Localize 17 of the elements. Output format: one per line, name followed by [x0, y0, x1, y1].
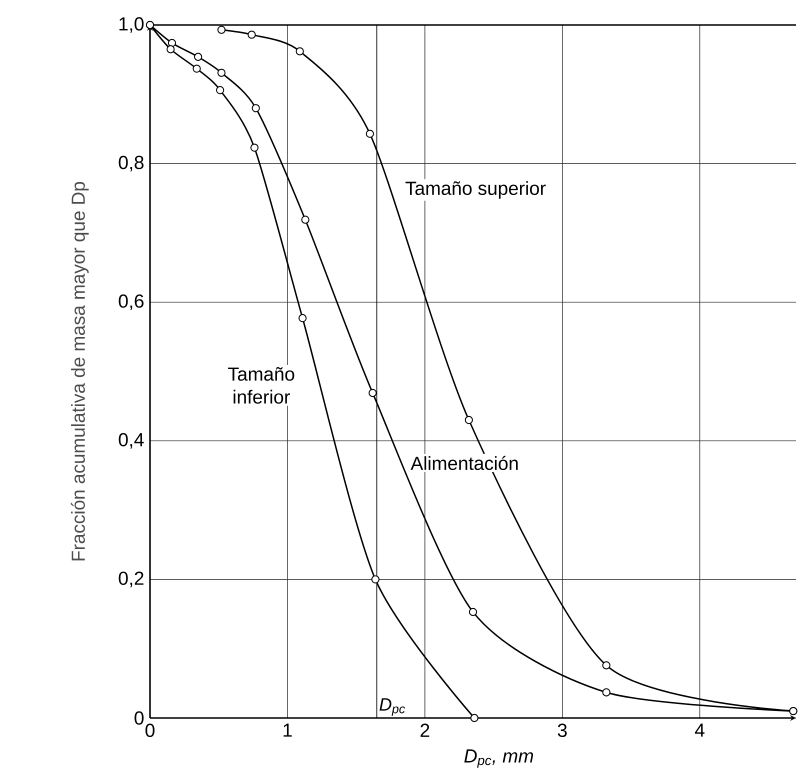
y-tick-label: 1,0 — [119, 17, 144, 33]
y-tick-label: 0,6 — [118, 294, 144, 310]
x-tick-label: 2 — [420, 724, 430, 737]
x-tick-label: 0 — [145, 724, 155, 738]
series-label: Alimentación — [410, 456, 518, 470]
x-tick-label: 1 — [284, 724, 292, 737]
series-label: Tamaño inferior — [228, 367, 294, 404]
y-axis-title: Fracción acumulativa de masa mayor que Dp — [70, 182, 89, 560]
x-axis-title: D$_{pc}$, mm — [464, 749, 534, 768]
y-tick-label: 0 — [134, 711, 144, 725]
y-tick-label: 0,8 — [118, 156, 144, 172]
y-tick-label: 0,2 — [118, 572, 144, 588]
x-tick-label: 4 — [694, 724, 704, 737]
x-tick-label: 3 — [558, 724, 567, 738]
series-label: Tamaño superior — [406, 181, 546, 199]
y-tick-label: 0,4 — [118, 432, 144, 449]
ref-line-label: D$_{pc}$ — [380, 698, 406, 716]
